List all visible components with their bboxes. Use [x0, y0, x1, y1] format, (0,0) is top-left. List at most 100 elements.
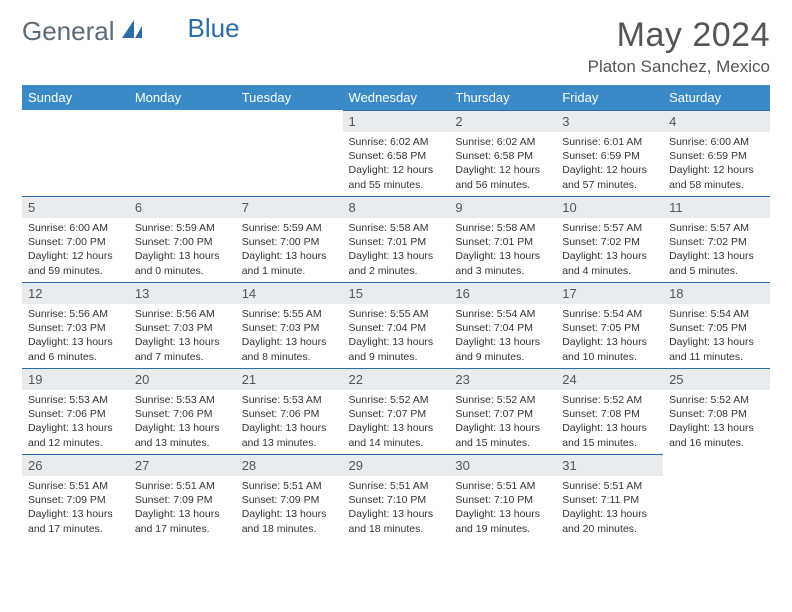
day-details: Sunrise: 5:53 AMSunset: 7:06 PMDaylight:…: [236, 390, 343, 452]
day-number: 3: [556, 110, 663, 132]
day-number: 16: [449, 282, 556, 304]
day-number: 10: [556, 196, 663, 218]
day-details: Sunrise: 6:00 AMSunset: 6:59 PMDaylight:…: [663, 132, 770, 194]
day-details: Sunrise: 5:52 AMSunset: 7:08 PMDaylight:…: [663, 390, 770, 452]
day-cell: 2Sunrise: 6:02 AMSunset: 6:58 PMDaylight…: [449, 110, 556, 196]
day-number: 14: [236, 282, 343, 304]
sunset-line: Sunset: 7:06 PM: [28, 407, 123, 421]
day-number: 18: [663, 282, 770, 304]
sunset-line: Sunset: 7:01 PM: [455, 235, 550, 249]
weekday-header: Wednesday: [343, 85, 450, 110]
daylight-line: Daylight: 13 hours and 7 minutes.: [135, 335, 230, 363]
sunrise-line: Sunrise: 5:51 AM: [28, 479, 123, 493]
day-number: 26: [22, 454, 129, 476]
day-number: 5: [22, 196, 129, 218]
sunset-line: Sunset: 6:58 PM: [349, 149, 444, 163]
daylight-line: Daylight: 13 hours and 11 minutes.: [669, 335, 764, 363]
day-cell: 13Sunrise: 5:56 AMSunset: 7:03 PMDayligh…: [129, 282, 236, 368]
sunrise-line: Sunrise: 5:52 AM: [349, 393, 444, 407]
sunrise-line: Sunrise: 5:57 AM: [562, 221, 657, 235]
sunset-line: Sunset: 7:02 PM: [562, 235, 657, 249]
week-row: 12Sunrise: 5:56 AMSunset: 7:03 PMDayligh…: [22, 282, 770, 368]
day-cell: 26Sunrise: 5:51 AMSunset: 7:09 PMDayligh…: [22, 454, 129, 540]
day-number: 1: [343, 110, 450, 132]
sunset-line: Sunset: 7:05 PM: [562, 321, 657, 335]
day-number: 13: [129, 282, 236, 304]
day-details: Sunrise: 5:51 AMSunset: 7:09 PMDaylight:…: [22, 476, 129, 538]
day-cell: 19Sunrise: 5:53 AMSunset: 7:06 PMDayligh…: [22, 368, 129, 454]
sunrise-line: Sunrise: 5:57 AM: [669, 221, 764, 235]
week-row: 26Sunrise: 5:51 AMSunset: 7:09 PMDayligh…: [22, 454, 770, 540]
day-cell: 6Sunrise: 5:59 AMSunset: 7:00 PMDaylight…: [129, 196, 236, 282]
day-cell: 20Sunrise: 5:53 AMSunset: 7:06 PMDayligh…: [129, 368, 236, 454]
sunset-line: Sunset: 7:11 PM: [562, 493, 657, 507]
sunrise-line: Sunrise: 5:51 AM: [242, 479, 337, 493]
location-label: Platon Sanchez, Mexico: [588, 57, 770, 77]
day-details: Sunrise: 5:54 AMSunset: 7:05 PMDaylight:…: [556, 304, 663, 366]
weekday-header: Thursday: [449, 85, 556, 110]
day-cell: 1Sunrise: 6:02 AMSunset: 6:58 PMDaylight…: [343, 110, 450, 196]
day-number: 28: [236, 454, 343, 476]
day-cell: 30Sunrise: 5:51 AMSunset: 7:10 PMDayligh…: [449, 454, 556, 540]
daylight-line: Daylight: 13 hours and 13 minutes.: [135, 421, 230, 449]
daylight-line: Daylight: 13 hours and 9 minutes.: [455, 335, 550, 363]
daylight-line: Daylight: 12 hours and 59 minutes.: [28, 249, 123, 277]
day-cell: 4Sunrise: 6:00 AMSunset: 6:59 PMDaylight…: [663, 110, 770, 196]
day-cell: [22, 110, 129, 196]
day-cell: 27Sunrise: 5:51 AMSunset: 7:09 PMDayligh…: [129, 454, 236, 540]
weekday-header: Monday: [129, 85, 236, 110]
day-details: Sunrise: 5:51 AMSunset: 7:10 PMDaylight:…: [343, 476, 450, 538]
day-cell: 18Sunrise: 5:54 AMSunset: 7:05 PMDayligh…: [663, 282, 770, 368]
weekday-header: Sunday: [22, 85, 129, 110]
day-cell: 28Sunrise: 5:51 AMSunset: 7:09 PMDayligh…: [236, 454, 343, 540]
day-details: Sunrise: 5:58 AMSunset: 7:01 PMDaylight:…: [449, 218, 556, 280]
day-number: 17: [556, 282, 663, 304]
day-details: Sunrise: 5:52 AMSunset: 7:08 PMDaylight:…: [556, 390, 663, 452]
logo: General Blue: [22, 16, 240, 47]
sunrise-line: Sunrise: 6:00 AM: [28, 221, 123, 235]
day-details: Sunrise: 5:52 AMSunset: 7:07 PMDaylight:…: [343, 390, 450, 452]
day-number: 2: [449, 110, 556, 132]
day-cell: 12Sunrise: 5:56 AMSunset: 7:03 PMDayligh…: [22, 282, 129, 368]
day-cell: 9Sunrise: 5:58 AMSunset: 7:01 PMDaylight…: [449, 196, 556, 282]
day-cell: 15Sunrise: 5:55 AMSunset: 7:04 PMDayligh…: [343, 282, 450, 368]
day-details: Sunrise: 5:54 AMSunset: 7:04 PMDaylight:…: [449, 304, 556, 366]
daylight-line: Daylight: 13 hours and 12 minutes.: [28, 421, 123, 449]
day-number: 9: [449, 196, 556, 218]
weekday-header: Tuesday: [236, 85, 343, 110]
sunset-line: Sunset: 7:03 PM: [28, 321, 123, 335]
day-details: Sunrise: 5:59 AMSunset: 7:00 PMDaylight:…: [129, 218, 236, 280]
day-cell: 24Sunrise: 5:52 AMSunset: 7:08 PMDayligh…: [556, 368, 663, 454]
daylight-line: Daylight: 13 hours and 14 minutes.: [349, 421, 444, 449]
day-cell: 31Sunrise: 5:51 AMSunset: 7:11 PMDayligh…: [556, 454, 663, 540]
day-details: Sunrise: 5:55 AMSunset: 7:04 PMDaylight:…: [343, 304, 450, 366]
sunrise-line: Sunrise: 5:53 AM: [242, 393, 337, 407]
logo-sail-icon: [120, 16, 144, 47]
sunrise-line: Sunrise: 5:58 AM: [455, 221, 550, 235]
sunrise-line: Sunrise: 5:59 AM: [135, 221, 230, 235]
day-number: 4: [663, 110, 770, 132]
daylight-line: Daylight: 13 hours and 2 minutes.: [349, 249, 444, 277]
day-number: 27: [129, 454, 236, 476]
daylight-line: Daylight: 13 hours and 10 minutes.: [562, 335, 657, 363]
daylight-line: Daylight: 13 hours and 9 minutes.: [349, 335, 444, 363]
day-number: 7: [236, 196, 343, 218]
week-row: 19Sunrise: 5:53 AMSunset: 7:06 PMDayligh…: [22, 368, 770, 454]
daylight-line: Daylight: 13 hours and 17 minutes.: [135, 507, 230, 535]
daylight-line: Daylight: 13 hours and 15 minutes.: [455, 421, 550, 449]
sunset-line: Sunset: 7:08 PM: [669, 407, 764, 421]
day-details: Sunrise: 5:51 AMSunset: 7:09 PMDaylight:…: [236, 476, 343, 538]
sunrise-line: Sunrise: 5:58 AM: [349, 221, 444, 235]
logo-text-general: General: [22, 16, 115, 47]
day-cell: 11Sunrise: 5:57 AMSunset: 7:02 PMDayligh…: [663, 196, 770, 282]
day-number: 8: [343, 196, 450, 218]
day-number: 29: [343, 454, 450, 476]
day-details: Sunrise: 5:51 AMSunset: 7:10 PMDaylight:…: [449, 476, 556, 538]
daylight-line: Daylight: 13 hours and 4 minutes.: [562, 249, 657, 277]
day-details: Sunrise: 6:02 AMSunset: 6:58 PMDaylight:…: [449, 132, 556, 194]
daylight-line: Daylight: 12 hours and 58 minutes.: [669, 163, 764, 191]
day-details: Sunrise: 5:51 AMSunset: 7:09 PMDaylight:…: [129, 476, 236, 538]
sunset-line: Sunset: 7:05 PM: [669, 321, 764, 335]
daylight-line: Daylight: 13 hours and 8 minutes.: [242, 335, 337, 363]
daylight-line: Daylight: 13 hours and 5 minutes.: [669, 249, 764, 277]
